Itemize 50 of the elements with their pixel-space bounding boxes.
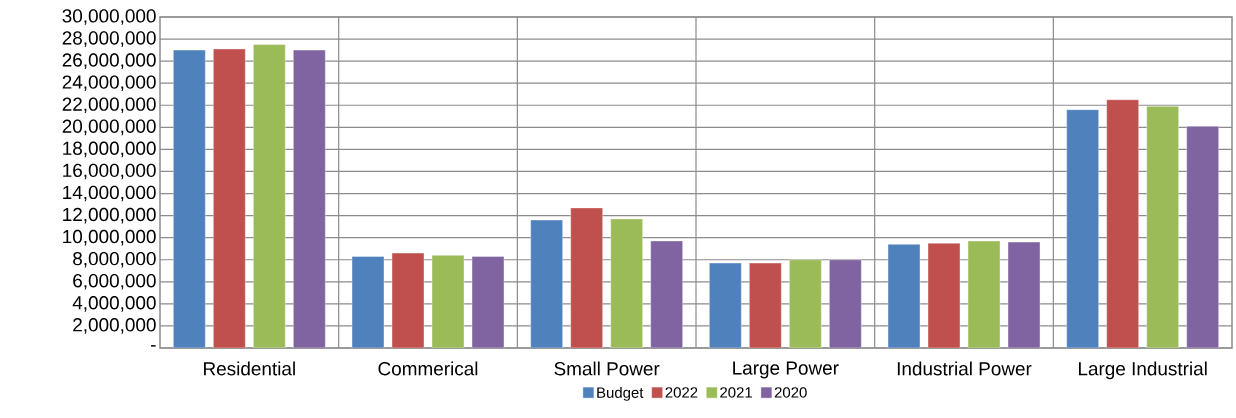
bar: [213, 48, 246, 348]
y-tick-label: 28,000,000: [62, 31, 156, 47]
y-tick-label: 6,000,000: [73, 273, 156, 290]
y-tick-label: 26,000,000: [62, 53, 156, 69]
y-tick-label: 30,000,000: [62, 9, 156, 25]
bar: [709, 263, 742, 348]
x-tick-label: Large Power: [733, 361, 839, 379]
x-tick-label: Large Industrial: [1078, 361, 1207, 380]
x-tick-label: Small Power: [554, 361, 660, 376]
bar: [432, 255, 464, 348]
x-tick-label: Residential: [204, 361, 295, 376]
bar: [1008, 242, 1041, 348]
legend-label: Budget: [597, 386, 644, 401]
bar: [829, 259, 862, 348]
bar: [650, 240, 683, 348]
bar: [888, 244, 921, 348]
x-tick-label: Commerical: [378, 361, 478, 376]
legend-label: 2020: [774, 387, 807, 398]
bar: [472, 256, 504, 348]
bar: [789, 259, 822, 348]
bar: [1066, 109, 1099, 348]
y-tick-label: 20,000,000: [62, 119, 156, 136]
legend-label: 2021: [720, 387, 752, 398]
bar: [1186, 126, 1219, 348]
y-tick-label: 2,000,000: [73, 318, 156, 334]
bar: [1146, 106, 1179, 348]
bar: [968, 240, 1001, 348]
y-tick-label: 12,000,000: [63, 207, 156, 224]
y-tick-label: 10,000,000: [63, 229, 156, 246]
bar: [570, 207, 603, 348]
bar: [392, 253, 424, 348]
y-tick-label: 18,000,000: [63, 141, 156, 158]
y-tick-label: 16,000,000: [63, 163, 156, 180]
y-tick-label: 14,000,000: [63, 185, 156, 202]
bar: [1106, 99, 1139, 348]
x-tick-label: Industrial Power: [897, 361, 1032, 376]
y-tick-label: 8,000,000: [73, 251, 156, 268]
y-tick-label: 4,000,000: [72, 296, 156, 312]
bar: [352, 256, 384, 348]
y-tick-label: 22,000,000: [62, 97, 156, 114]
bar: [293, 50, 326, 348]
bar: [253, 44, 286, 348]
bar: [928, 243, 961, 348]
bar: [749, 263, 782, 348]
bar: [530, 220, 563, 348]
bar: [610, 218, 643, 348]
y-tick-label: -: [151, 345, 156, 347]
y-tick-label: 24,000,000: [62, 75, 156, 92]
bar: [173, 50, 206, 348]
legend-label: 2022: [665, 387, 698, 398]
